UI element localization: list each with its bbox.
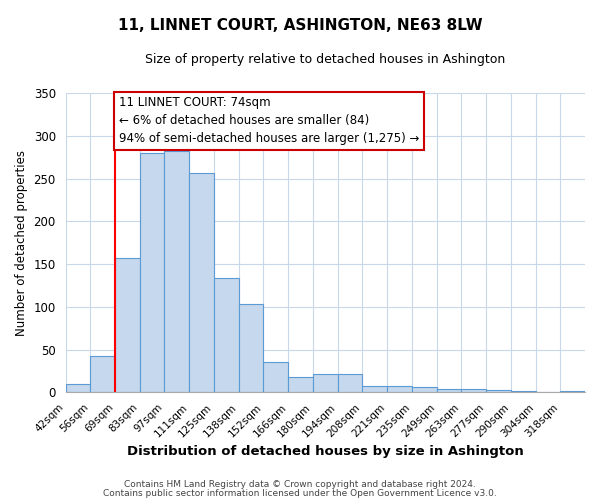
Bar — [412, 387, 437, 392]
Text: 11, LINNET COURT, ASHINGTON, NE63 8LW: 11, LINNET COURT, ASHINGTON, NE63 8LW — [118, 18, 482, 32]
Bar — [140, 153, 164, 392]
Bar — [214, 278, 239, 392]
Bar — [387, 386, 412, 392]
Bar — [115, 258, 140, 392]
Bar — [511, 390, 536, 392]
Bar — [313, 374, 338, 392]
Bar — [288, 377, 313, 392]
Bar — [65, 384, 90, 392]
Bar — [239, 304, 263, 392]
X-axis label: Distribution of detached houses by size in Ashington: Distribution of detached houses by size … — [127, 444, 524, 458]
Bar — [338, 374, 362, 392]
Bar — [461, 389, 486, 392]
Bar — [90, 356, 115, 392]
Bar — [486, 390, 511, 392]
Text: 11 LINNET COURT: 74sqm
← 6% of detached houses are smaller (84)
94% of semi-deta: 11 LINNET COURT: 74sqm ← 6% of detached … — [119, 96, 419, 146]
Title: Size of property relative to detached houses in Ashington: Size of property relative to detached ho… — [145, 52, 505, 66]
Text: Contains public sector information licensed under the Open Government Licence v3: Contains public sector information licen… — [103, 488, 497, 498]
Bar — [362, 386, 387, 392]
Bar — [189, 172, 214, 392]
Bar — [560, 390, 585, 392]
Text: Contains HM Land Registry data © Crown copyright and database right 2024.: Contains HM Land Registry data © Crown c… — [124, 480, 476, 489]
Y-axis label: Number of detached properties: Number of detached properties — [15, 150, 28, 336]
Bar — [263, 362, 288, 392]
Bar — [437, 389, 461, 392]
Bar — [164, 151, 189, 392]
